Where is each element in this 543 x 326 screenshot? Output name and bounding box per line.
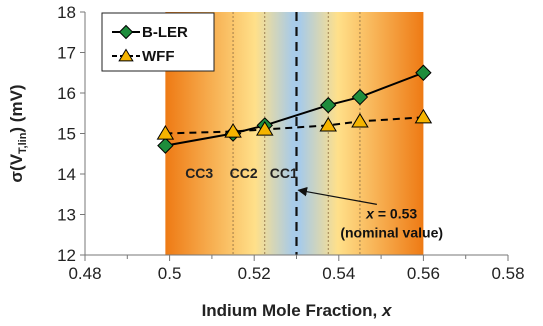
data-point-b-ler (351, 88, 369, 106)
x-axis-title-var: x (381, 301, 393, 320)
band-label-cc2: CC2 (230, 165, 258, 181)
annotation-line-2: (nominal value) (340, 225, 443, 241)
series-layer (156, 64, 433, 154)
data-point-b-ler (157, 137, 174, 154)
data-point-wff (224, 123, 242, 138)
annotation-value: = 0.53 (374, 206, 417, 222)
legend-label-b-ler: B-LER (142, 24, 188, 41)
data-point-wff (256, 120, 274, 136)
legend-marker-b-ler (118, 24, 134, 40)
x-tick-label: 0.54 (322, 264, 355, 283)
band-label-cc3: CC3 (185, 165, 213, 181)
data-point-wff (351, 112, 369, 128)
x-tick-label: 0.56 (407, 264, 440, 283)
series-line-b-ler (165, 71, 424, 147)
y-tick-label: 17 (57, 44, 76, 63)
x-tick-label: 0.52 (238, 264, 271, 283)
data-point-wff (319, 116, 337, 132)
y-axis-title: σ(VT,lin) (mV) (7, 84, 29, 182)
x-ticks: 0.48 0.5 0.52 0.54 0.56 0.58 (68, 255, 525, 283)
y-tick-label: 15 (57, 125, 76, 144)
y-tick-label: 18 (57, 3, 76, 22)
y-axis-title-sub: T,lin (17, 132, 29, 154)
band-label-cc1: CC1 (270, 165, 298, 181)
x-tick-label: 0.48 (68, 264, 101, 283)
band-labels: CC3 CC2 CC1 (185, 165, 298, 181)
x-tick-label: 0.58 (491, 264, 524, 283)
legend-label-wff: WFF (142, 48, 174, 65)
x-axis-title-text: Indium Mole Fraction, (202, 301, 382, 320)
y-tick-label: 13 (57, 206, 76, 225)
data-point-b-ler (415, 64, 432, 81)
x-tick-label: 0.5 (158, 264, 182, 283)
y-tick-label: 14 (57, 165, 76, 184)
y-axis-title-main: σ(V (7, 153, 26, 182)
legend-marker-wff (118, 48, 134, 62)
legend: B-LER WFF (101, 12, 215, 72)
annotation-arrow (297, 186, 377, 205)
y-tick-label: 16 (57, 84, 76, 103)
data-point-wff (414, 108, 433, 124)
annotation-line-1: x = 0.53 (365, 206, 417, 222)
x-axis-title: Indium Mole Fraction, x (202, 301, 393, 320)
annotation-var: x (365, 206, 375, 222)
data-point-b-ler (320, 96, 337, 114)
y-axis-title-unit: ) (mV) (7, 84, 26, 132)
y-tick-label: 12 (57, 246, 76, 265)
y-ticks: 12 13 14 15 16 17 18 (57, 3, 85, 265)
nominal-annotation: x = 0.53 (nominal value) (297, 186, 443, 241)
series-line-wff (165, 116, 424, 135)
data-point-wff (156, 125, 175, 140)
